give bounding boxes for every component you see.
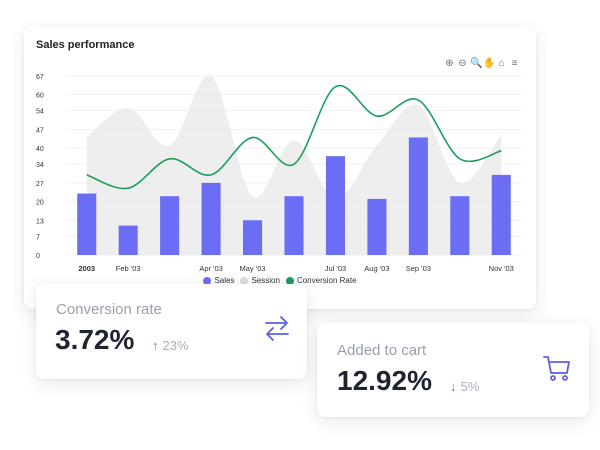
added-to-cart-delta-value: 5% xyxy=(460,379,480,394)
sales-bar xyxy=(284,196,304,255)
y-tick-label: 67 xyxy=(36,74,44,81)
session-area xyxy=(86,75,502,255)
chart-toolbar: ⊕ ⊖ 🔍 ✋ ⌂ ≡ xyxy=(444,58,520,69)
y-tick-label: 47 xyxy=(36,127,44,134)
y-tick-label: 54 xyxy=(36,109,44,116)
conversion-rate-label: Conversion rate xyxy=(56,301,162,318)
y-tick-label: 0 xyxy=(36,253,40,260)
added-to-cart-label: Added to cart xyxy=(337,342,427,359)
conversion-rate-delta-value: 23% xyxy=(162,338,189,353)
x-tick-label: May '03 xyxy=(240,264,266,273)
added-to-cart-value: 12.92% xyxy=(337,365,432,396)
legend-item[interactable]: Session xyxy=(240,276,280,285)
zoom-in-icon[interactable]: ⊕ xyxy=(445,58,454,69)
home-reset-icon[interactable]: ⌂ xyxy=(498,58,505,69)
sales-bar xyxy=(491,174,511,255)
pan-hand-icon[interactable]: ✋ xyxy=(483,58,496,69)
x-tick-label: Aug '03 xyxy=(364,264,389,273)
x-tick-label: 2003 xyxy=(78,264,95,273)
sales-bar xyxy=(243,220,263,255)
sales-bar xyxy=(408,137,428,255)
conversion-rate-line xyxy=(86,84,502,190)
y-tick-label: 34 xyxy=(36,162,44,169)
sales-bar xyxy=(77,193,97,255)
sales-bar xyxy=(367,198,387,255)
legend-marker xyxy=(240,276,249,285)
conversion-rate-value: 3.72% xyxy=(55,324,135,355)
chart-title: Sales performance xyxy=(36,39,135,51)
legend-marker xyxy=(285,276,294,285)
shopping-cart-icon xyxy=(543,356,570,381)
x-tick-label: Feb '03 xyxy=(116,264,141,273)
sales-bar xyxy=(201,182,221,255)
y-tick-label: 60 xyxy=(36,93,44,100)
x-tick-label: Apr '03 xyxy=(199,264,223,273)
y-tick-label: 13 xyxy=(36,218,44,225)
x-tick-label: Jul '03 xyxy=(325,264,346,273)
menu-icon[interactable]: ≡ xyxy=(511,58,518,69)
legend-item[interactable]: Conversion Rate xyxy=(285,276,357,285)
sales-bar xyxy=(160,196,180,255)
legend-label: Sales xyxy=(214,276,235,285)
conversion-rate-card: Conversion rate 3.72% ↑ 23% xyxy=(36,284,307,379)
zoom-select-icon[interactable]: 🔍 xyxy=(470,58,483,69)
x-tick-label: Sep '03 xyxy=(406,264,431,273)
sales-bar xyxy=(450,196,470,255)
y-tick-label: 40 xyxy=(36,146,44,153)
y-tick-label: 7 xyxy=(36,234,40,241)
sales-bar xyxy=(118,225,138,255)
sales-bar xyxy=(325,156,345,255)
legend-label: Conversion Rate xyxy=(296,276,357,285)
y-tick-label: 27 xyxy=(36,181,44,188)
chart-legend: Sales Session Conversion Rate xyxy=(24,276,536,287)
legend-marker xyxy=(203,276,212,285)
sales-chart: 0 7 13 20 27 34 40 47 54 60 67 2003 Feb '03 Apr '03 Ma… xyxy=(36,74,522,273)
legend-item[interactable]: Sales xyxy=(203,276,234,285)
x-tick-label: Nov '03 xyxy=(489,264,514,273)
arrow-up-icon: ↑ xyxy=(152,338,159,353)
sales-chart-card: 0 7 13 20 27 34 40 47 54 60 67 2003 Feb '03 Apr '03 Ma… xyxy=(24,27,536,309)
added-to-cart-card: Added to cart 12.92% ↓ 5% xyxy=(317,323,589,417)
conversion-rate-delta: ↑ 23% xyxy=(152,338,189,353)
y-tick-label: 20 xyxy=(36,200,44,207)
zoom-out-icon[interactable]: ⊖ xyxy=(458,58,467,69)
legend-label: Session xyxy=(251,276,280,285)
swap-arrows-icon xyxy=(265,316,289,341)
arrow-down-icon: ↓ xyxy=(450,379,457,394)
added-to-cart-delta: ↓ 5% xyxy=(450,379,479,394)
